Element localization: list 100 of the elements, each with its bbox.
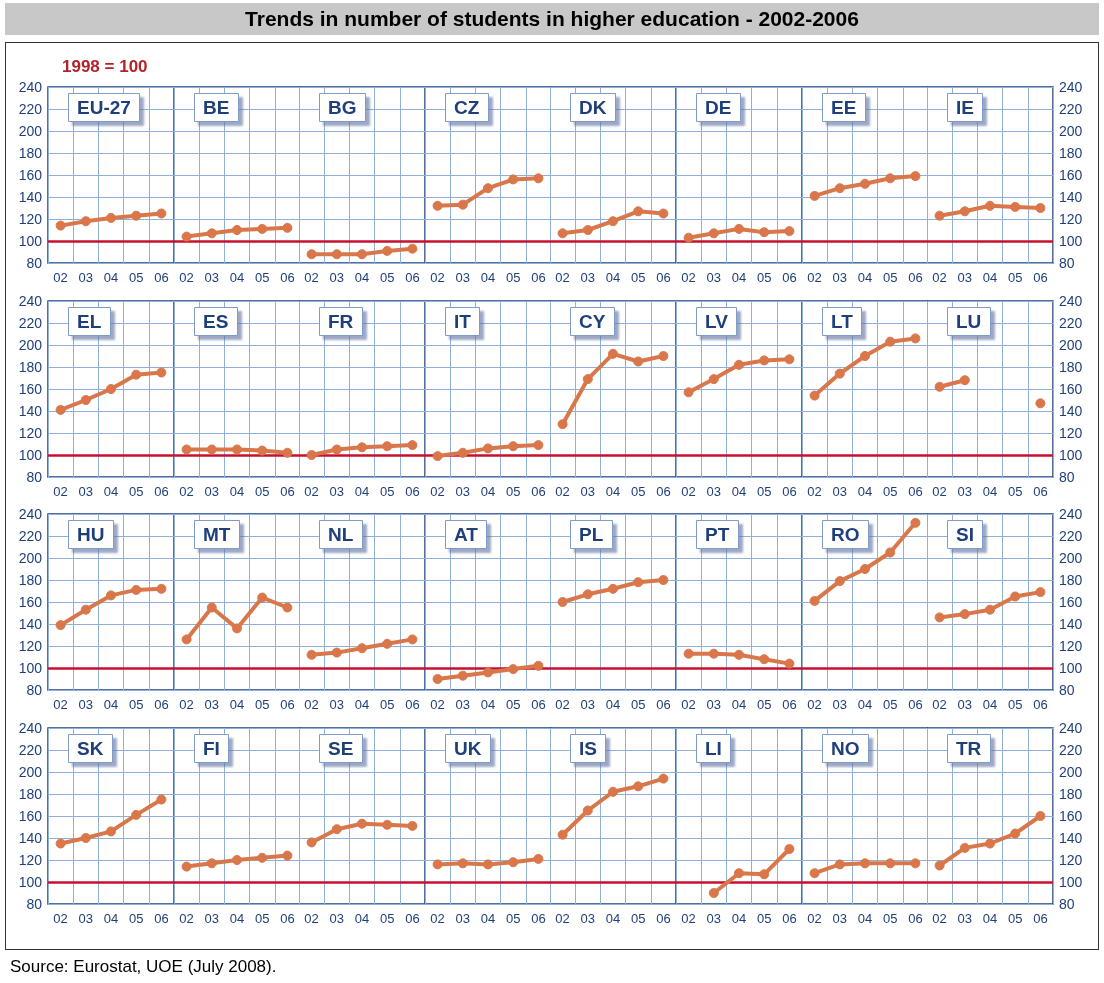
x-tick-label: 02 [53, 483, 68, 499]
x-tick-label: 03 [329, 270, 345, 285]
x-tick-label: 02 [53, 270, 68, 285]
x-tick-label: 04 [731, 270, 747, 285]
x-tick-label: 04 [354, 270, 370, 285]
x-tick-label: 02 [681, 483, 696, 499]
x-tick-label: 02 [932, 483, 948, 499]
x-tick-label: 02 [681, 697, 696, 713]
point [482, 183, 493, 194]
y-tick-label: 220 [18, 314, 43, 331]
text: PL [579, 524, 605, 546]
x-tick-label: 05 [1008, 697, 1023, 713]
x-tick-label: 02 [681, 911, 696, 927]
x-tick-label: 05 [128, 911, 144, 927]
x-tick-label: 05 [882, 483, 898, 499]
y-tick-label: 80 [26, 255, 43, 271]
x-tick-label: 06 [1033, 911, 1048, 927]
y-tick-label: 200 [18, 336, 43, 353]
point [658, 575, 669, 586]
x-tick-label: 05 [882, 697, 898, 713]
point [583, 805, 594, 816]
y-tick-label: 240 [18, 292, 43, 309]
x-tick-label: 03 [832, 911, 847, 927]
y2-tick-label: 140 [1059, 402, 1083, 419]
point [834, 576, 845, 587]
x-tick-label: 06 [405, 911, 420, 927]
point [55, 838, 66, 849]
point [231, 623, 242, 634]
point [306, 650, 317, 661]
point [533, 661, 544, 672]
x-tick-label: 05 [631, 911, 646, 927]
x-tick-label: 03 [455, 697, 470, 713]
text: UK [453, 738, 482, 760]
point [357, 818, 368, 829]
text: MT [202, 524, 231, 546]
point [809, 190, 820, 201]
x-tick-label: 04 [982, 270, 998, 285]
y2-tick-label: 240 [1059, 292, 1083, 309]
x-tick-label: 03 [957, 483, 973, 499]
y-tick-label: 140 [18, 830, 43, 847]
point [432, 674, 443, 685]
x-tick-label: 04 [103, 270, 119, 285]
point [683, 386, 694, 397]
x-tick-label: 04 [606, 697, 621, 713]
x-tick-label: 04 [480, 483, 496, 499]
x-tick-label: 04 [103, 483, 119, 499]
y-tick-label: 120 [18, 424, 43, 441]
point [508, 440, 518, 451]
y-tick-label: 180 [18, 572, 43, 589]
point [708, 888, 719, 899]
x-tick-label: 03 [832, 697, 847, 713]
x-tick-label: 05 [380, 697, 395, 713]
x-tick-label: 06 [279, 483, 295, 499]
y-tick-label: 80 [26, 896, 43, 913]
x-tick-label: 03 [329, 483, 345, 499]
x-tick-label: 05 [882, 270, 898, 285]
point [382, 440, 393, 451]
x-tick-label: 02 [178, 697, 194, 713]
point [583, 589, 594, 600]
x-tick-label: 05 [505, 483, 521, 499]
x-tick-label: 03 [832, 270, 847, 285]
point [282, 602, 292, 613]
y2-tick-label: 160 [1059, 167, 1083, 183]
text: ES [202, 310, 228, 332]
y-tick-label: 240 [18, 79, 43, 95]
x-tick-label: 05 [1008, 911, 1023, 927]
x-tick-label: 05 [128, 483, 144, 499]
point [985, 605, 996, 616]
y-tick-label: 160 [18, 380, 43, 397]
y-tick-label: 200 [18, 123, 43, 139]
text: DE [705, 97, 732, 118]
y2-tick-label: 240 [1059, 506, 1083, 523]
point [934, 210, 945, 221]
text: NO [830, 738, 860, 760]
y2-tick-label: 180 [1059, 145, 1083, 161]
point [206, 228, 217, 239]
point [934, 612, 945, 623]
y2-tick-label: 200 [1059, 336, 1083, 353]
y-tick-label: 120 [18, 638, 43, 655]
x-tick-label: 06 [405, 483, 420, 499]
y2-tick-label: 200 [1059, 550, 1083, 567]
y2-tick-label: 100 [1059, 446, 1083, 463]
x-tick-label: 04 [731, 697, 747, 713]
point [156, 794, 167, 805]
x-tick-label: 05 [254, 697, 270, 713]
point [1010, 828, 1021, 839]
x-tick-label: 06 [907, 697, 923, 713]
point [332, 647, 342, 658]
point [960, 206, 970, 217]
point [407, 634, 418, 645]
y-tick-label: 160 [18, 808, 43, 825]
text: HU [77, 524, 105, 546]
x-tick-label: 03 [706, 697, 722, 713]
text: 1998 = 100 [62, 57, 148, 77]
y2-tick-label: 120 [1059, 852, 1083, 869]
y2-tick-label: 220 [1059, 742, 1083, 759]
x-tick-label: 03 [957, 697, 973, 713]
point [608, 216, 619, 227]
y2-tick-label: 120 [1059, 638, 1083, 655]
x-tick-label: 04 [606, 483, 621, 499]
